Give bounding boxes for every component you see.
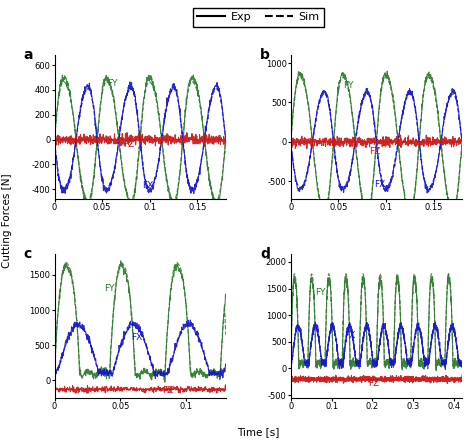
Text: FX: FX (374, 180, 386, 189)
Text: a: a (24, 48, 33, 62)
Text: FZ: FZ (163, 385, 174, 395)
Text: c: c (24, 247, 32, 261)
Text: FX: FX (142, 181, 153, 190)
Legend: Exp, Sim: Exp, Sim (193, 8, 324, 27)
Text: FY: FY (105, 284, 115, 293)
Text: FZ: FZ (369, 147, 380, 156)
Text: FZ: FZ (368, 378, 380, 388)
Text: FY: FY (107, 79, 118, 88)
Text: FZ: FZ (123, 140, 134, 149)
Text: Time [s]: Time [s] (237, 427, 280, 438)
Text: FX: FX (344, 331, 355, 340)
Text: b: b (260, 48, 270, 62)
Text: FX: FX (131, 333, 142, 342)
Text: FY: FY (315, 288, 326, 297)
Text: Cutting Forces [N]: Cutting Forces [N] (2, 174, 12, 268)
Text: d: d (260, 247, 270, 261)
Text: FY: FY (343, 81, 354, 90)
